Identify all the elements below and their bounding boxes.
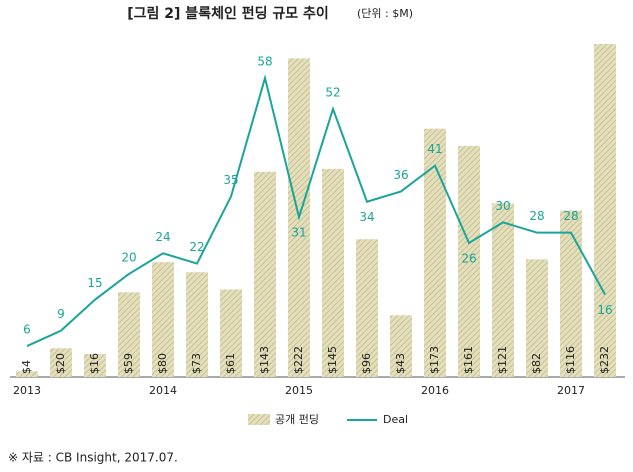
bar-value-label: $145 xyxy=(326,346,339,374)
bar xyxy=(594,44,616,377)
bar xyxy=(424,128,446,377)
bar xyxy=(118,292,140,377)
line-value-label: 26 xyxy=(461,251,476,265)
bar xyxy=(16,371,38,377)
x-tick-label: 2013 xyxy=(13,384,41,397)
bar-value-label: $96 xyxy=(360,353,373,374)
bar-value-label: $232 xyxy=(598,346,611,374)
bar-value-label: $16 xyxy=(88,353,101,374)
bar-value-label: $80 xyxy=(156,353,169,374)
bar-value-label: $143 xyxy=(258,346,271,374)
bar-value-label: $121 xyxy=(496,346,509,374)
line-value-label: 28 xyxy=(529,209,544,223)
legend-label: 공개 펀딩 xyxy=(275,413,319,426)
x-tick-label: 2015 xyxy=(285,384,313,397)
bar xyxy=(152,262,174,377)
bar xyxy=(526,259,548,377)
line-value-label: 36 xyxy=(393,168,408,182)
bar-value-label: $173 xyxy=(428,346,441,374)
line-value-label: 20 xyxy=(121,250,136,264)
x-tick-label: 2016 xyxy=(421,384,449,397)
legend-swatch xyxy=(248,414,270,425)
line xyxy=(26,74,606,347)
bar-value-label: $43 xyxy=(394,353,407,374)
line-value-label: 28 xyxy=(563,209,578,223)
line-value-label: 15 xyxy=(87,276,102,290)
bar xyxy=(560,210,582,377)
source-note: ※ 자료 : CB Insight, 2017.07. xyxy=(8,451,178,465)
line-value-label: 24 xyxy=(155,230,170,244)
line-value-label: 31 xyxy=(291,226,306,240)
bar-value-label: $59 xyxy=(122,353,135,374)
bar xyxy=(254,171,276,377)
line-value-label: 16 xyxy=(597,303,612,317)
bar-value-label: $20 xyxy=(54,353,67,374)
legend-label: Deal xyxy=(383,413,408,426)
bar-value-label: $222 xyxy=(292,346,305,374)
line-value-label: 6 xyxy=(23,323,31,337)
line-value-label: 58 xyxy=(257,55,272,69)
x-tick-label: 2017 xyxy=(557,384,585,397)
bar-value-label: $61 xyxy=(224,353,237,374)
bar xyxy=(84,354,106,377)
bar xyxy=(220,289,242,377)
bar-value-label: $4 xyxy=(20,360,33,374)
bar xyxy=(458,145,480,377)
bar xyxy=(390,315,412,377)
line-value-label: 35 xyxy=(223,173,238,187)
bar xyxy=(322,168,344,377)
bar-value-label: $116 xyxy=(564,346,577,374)
bar-value-label: $73 xyxy=(190,353,203,374)
chart-subtitle: (단위 : $M) xyxy=(357,7,413,20)
line-value-label: 22 xyxy=(189,240,204,254)
bar xyxy=(356,239,378,377)
chart-title: [그림 2] 블록체인 펀딩 규모 추이 xyxy=(127,5,328,22)
line-value-label: 34 xyxy=(359,210,374,224)
bar-value-label: $82 xyxy=(530,353,543,374)
bar xyxy=(50,348,72,377)
bar xyxy=(186,272,208,377)
x-tick-label: 2014 xyxy=(149,384,177,397)
line-value-label: 30 xyxy=(495,199,510,213)
bar xyxy=(492,203,514,377)
bar-value-label: $161 xyxy=(462,346,475,374)
line-value-label: 52 xyxy=(325,85,340,99)
line-value-label: 9 xyxy=(57,307,65,321)
line-value-label: 41 xyxy=(427,142,442,156)
